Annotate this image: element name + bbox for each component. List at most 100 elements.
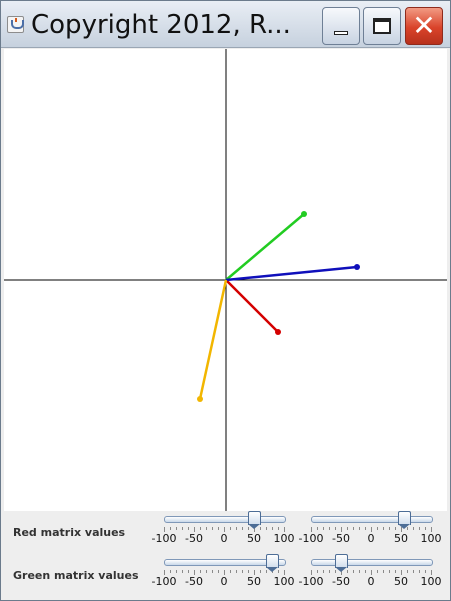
slider-tick — [413, 570, 414, 573]
slider-tick — [188, 570, 189, 573]
slider-tick — [230, 527, 231, 530]
slider-tick — [395, 527, 396, 530]
slider-tick — [347, 527, 348, 530]
slider-tick-label: 0 — [220, 532, 228, 545]
slider-tick — [407, 570, 408, 573]
slider-tick — [206, 570, 207, 573]
slider-tick-label: 100 — [420, 575, 442, 588]
green-matrix-slider-1[interactable]: -100 -50 0 50 100 — [152, 554, 298, 594]
slider-tick — [230, 570, 231, 573]
slider-tick — [278, 527, 279, 530]
slider-tick — [359, 527, 360, 530]
controls-panel: Red matrix values Green matrix values -1… — [4, 511, 447, 599]
slider-tick — [236, 527, 237, 530]
slider-track[interactable] — [164, 559, 286, 566]
slider-tick — [431, 527, 432, 532]
slider-tick-label: 100 — [273, 575, 295, 588]
title-bar[interactable]: Copyright 2012, R... ✕ — [1, 1, 450, 48]
red-matrix-slider-1[interactable]: -100 -50 0 50 100 — [152, 511, 298, 551]
slider-tick — [284, 527, 285, 532]
slider-tick — [401, 570, 402, 575]
orange-vector — [198, 279, 228, 400]
blue-vector-endpoint — [354, 264, 360, 270]
green-vector-endpoint — [301, 211, 307, 217]
slider-tick — [377, 527, 378, 530]
slider-track[interactable] — [164, 516, 286, 523]
slider-tick-label: -50 — [185, 532, 203, 545]
slider-track[interactable] — [311, 516, 433, 523]
green-matrix-label: Green matrix values — [13, 569, 139, 582]
slider-thumb[interactable] — [398, 511, 411, 529]
java-app-icon[interactable] — [7, 16, 24, 33]
slider-tick-label: 50 — [247, 532, 261, 545]
slider-tick — [317, 570, 318, 573]
slider-tick — [311, 570, 312, 575]
slider-tick-label: 100 — [420, 532, 442, 545]
slider-tick — [170, 570, 171, 573]
slider-tick — [260, 570, 261, 573]
slider-tick — [425, 527, 426, 530]
slider-tick — [236, 570, 237, 573]
slider-tick — [323, 570, 324, 573]
slider-tick-label: -50 — [332, 532, 350, 545]
slider-tick — [164, 570, 165, 575]
window-title: Copyright 2012, R... — [31, 10, 291, 40]
slider-tick-label: -100 — [298, 532, 324, 545]
slider-tick — [254, 527, 255, 532]
maximize-button[interactable] — [363, 7, 401, 45]
slider-track[interactable] — [311, 559, 433, 566]
slider-tick — [176, 527, 177, 530]
slider-tick — [182, 527, 183, 530]
slider-tick-label: -50 — [185, 575, 203, 588]
slider-tick — [383, 570, 384, 573]
green-matrix-slider-2[interactable]: -100 -50 0 50 100 — [299, 554, 445, 594]
slider-tick — [401, 527, 402, 532]
slider-tick — [284, 570, 285, 575]
slider-thumb[interactable] — [335, 554, 348, 572]
slider-tick — [272, 527, 273, 530]
slider-tick-label: -50 — [332, 575, 350, 588]
red-matrix-slider-2[interactable]: -100 -50 0 50 100 — [299, 511, 445, 551]
slider-tick — [383, 527, 384, 530]
slider-tick — [365, 527, 366, 530]
slider-tick — [188, 527, 189, 530]
slider-tick — [242, 527, 243, 530]
slider-tick — [353, 527, 354, 530]
vector-canvas — [4, 49, 447, 511]
slider-tick — [317, 527, 318, 530]
slider-tick — [260, 527, 261, 530]
slider-tick — [359, 570, 360, 573]
minimize-button[interactable] — [322, 7, 360, 45]
slider-tick-label: 50 — [247, 575, 261, 588]
slider-tick — [389, 570, 390, 573]
vector-plot — [4, 49, 447, 511]
slider-thumb[interactable] — [266, 554, 279, 572]
slider-thumb[interactable] — [248, 511, 261, 529]
red-matrix-label: Red matrix values — [13, 526, 126, 539]
slider-tick — [377, 570, 378, 573]
slider-tick — [206, 527, 207, 530]
slider-tick — [341, 527, 342, 532]
slider-tick-label: 50 — [394, 532, 408, 545]
slider-tick — [224, 570, 225, 575]
slider-tick-label: -100 — [151, 575, 177, 588]
slider-tick-label: 100 — [273, 532, 295, 545]
slider-tick — [335, 527, 336, 530]
maximize-icon — [373, 18, 391, 34]
close-button[interactable]: ✕ — [405, 7, 443, 45]
orange-vector-endpoint — [197, 396, 203, 402]
slider-tick — [371, 570, 372, 575]
slider-tick — [413, 527, 414, 530]
slider-tick-label: 0 — [367, 532, 375, 545]
slider-tick — [170, 527, 171, 530]
slider-tick-label: 50 — [394, 575, 408, 588]
slider-tick — [347, 570, 348, 573]
slider-tick — [194, 570, 195, 575]
blue-vector — [225, 265, 358, 282]
slider-tick — [194, 527, 195, 532]
green-vector — [225, 213, 305, 281]
slider-tick — [200, 527, 201, 530]
minimize-icon — [334, 31, 348, 35]
slider-tick — [371, 527, 372, 532]
